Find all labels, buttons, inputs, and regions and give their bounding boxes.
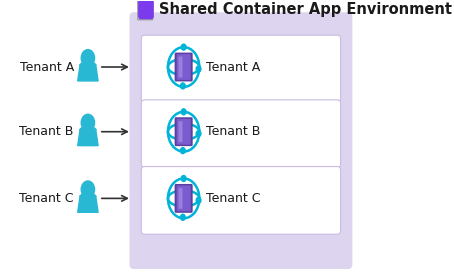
Polygon shape (78, 130, 98, 146)
Text: Tenant C: Tenant C (19, 192, 74, 205)
FancyBboxPatch shape (129, 12, 352, 269)
Text: Tenant B: Tenant B (20, 125, 74, 138)
Text: Shared Container App Environment: Shared Container App Environment (158, 2, 452, 17)
Circle shape (81, 114, 94, 131)
Polygon shape (78, 197, 98, 212)
Circle shape (181, 148, 185, 154)
FancyBboxPatch shape (175, 53, 192, 81)
FancyBboxPatch shape (141, 100, 340, 168)
FancyBboxPatch shape (141, 166, 340, 234)
FancyBboxPatch shape (138, 11, 145, 20)
FancyBboxPatch shape (146, 1, 153, 10)
FancyBboxPatch shape (177, 185, 191, 211)
FancyBboxPatch shape (178, 121, 183, 142)
FancyBboxPatch shape (178, 57, 183, 78)
Circle shape (81, 50, 94, 67)
Circle shape (196, 66, 201, 72)
FancyBboxPatch shape (175, 117, 192, 146)
FancyBboxPatch shape (177, 54, 191, 80)
Ellipse shape (80, 62, 96, 68)
Ellipse shape (80, 193, 96, 199)
FancyBboxPatch shape (138, 1, 145, 10)
Circle shape (181, 83, 185, 89)
Circle shape (81, 181, 94, 198)
FancyBboxPatch shape (141, 35, 340, 103)
Ellipse shape (80, 127, 96, 133)
Circle shape (181, 109, 186, 115)
Circle shape (196, 197, 201, 203)
FancyBboxPatch shape (177, 119, 191, 145)
Text: Tenant A: Tenant A (206, 60, 260, 73)
Circle shape (181, 176, 186, 181)
Text: Tenant A: Tenant A (20, 60, 74, 73)
Text: Tenant B: Tenant B (206, 125, 260, 138)
Circle shape (196, 131, 201, 137)
FancyBboxPatch shape (175, 184, 192, 213)
FancyBboxPatch shape (146, 11, 153, 20)
Circle shape (181, 214, 185, 220)
FancyBboxPatch shape (178, 188, 183, 209)
Circle shape (181, 44, 186, 50)
Polygon shape (78, 65, 98, 81)
FancyBboxPatch shape (138, 0, 154, 19)
Text: Tenant C: Tenant C (206, 192, 260, 205)
